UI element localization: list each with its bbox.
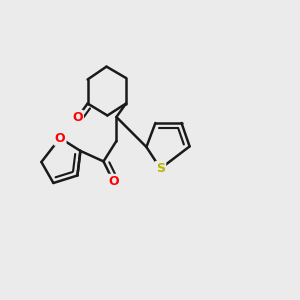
- Text: O: O: [108, 175, 119, 188]
- Text: S: S: [156, 162, 165, 175]
- Text: O: O: [72, 111, 83, 124]
- Text: O: O: [55, 131, 65, 145]
